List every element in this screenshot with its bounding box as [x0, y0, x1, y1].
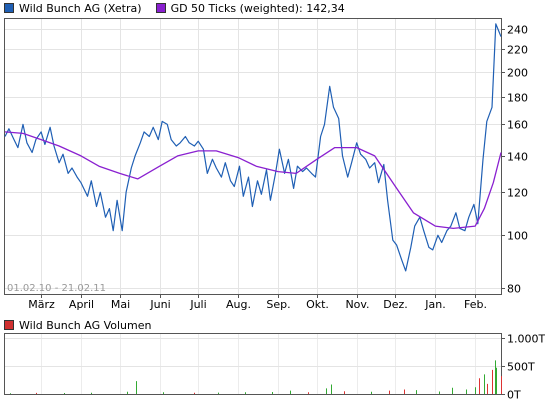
legend-label-volume: Wild Bunch AG Volumen	[19, 318, 152, 332]
x-tick-label: April	[69, 298, 94, 311]
price-y-tick-label: 140	[507, 151, 528, 164]
price-legend: Wild Bunch AG (Xetra) GD 50 Ticks (weigh…	[4, 1, 359, 15]
price-y-axis: 80 100 120 140 160 180 200 220 240	[501, 24, 528, 296]
price-y-tick-label: 160	[507, 119, 528, 132]
x-tick-label: Jan.	[424, 298, 445, 311]
legend-label-price: Wild Bunch AG (Xetra)	[19, 1, 142, 15]
volume-plot-frame	[4, 333, 502, 395]
x-tick-label: Juni	[149, 298, 170, 311]
volume-y-tick-label: 500T	[507, 361, 535, 374]
x-tick-label: Aug.	[226, 298, 251, 311]
x-tick-label: Feb.	[464, 298, 487, 311]
price-y-tick-label: 100	[507, 230, 528, 243]
x-tick-label: Nov.	[345, 298, 369, 311]
date-range-label: 01.02.10 - 21.02.11	[7, 283, 106, 294]
price-y-tick-label: 180	[507, 92, 528, 105]
price-y-tick-label: 200	[507, 67, 528, 80]
price-y-tick-label: 80	[507, 283, 521, 296]
legend-item-gd: GD 50 Ticks (weighted): 142,34	[155, 1, 345, 15]
x-tick-label: Sep.	[266, 298, 290, 311]
legend-swatch-gd	[155, 3, 166, 13]
volume-y-tick-label: 1.000T	[507, 333, 545, 346]
volume-y-axis: 0T 500T 1.000T	[501, 333, 545, 401]
gd-line	[4, 131, 502, 230]
legend-swatch-price	[4, 3, 14, 13]
legend-item-price: Wild Bunch AG (Xetra)	[4, 2, 142, 15]
volume-grid	[5, 334, 501, 395]
legend-item-volume: Wild Bunch AG Volumen	[4, 319, 151, 332]
price-y-tick-label: 220	[507, 44, 528, 57]
x-tick-label: Juli	[189, 298, 206, 311]
price-x-axis: März April Mai Juni Juli Aug. Sep. Okt. Nov. Dez.…	[28, 294, 487, 311]
x-tick-label: März	[28, 298, 55, 311]
price-series-group	[4, 23, 502, 272]
volume-bars-group	[10, 360, 502, 394]
volume-y-tick-label: 0T	[507, 389, 521, 401]
price-panel: 80 100 120 140 160 180 200 220 240 März April Mai J…	[4, 18, 528, 311]
volume-panel: 0T 500T 1.000T	[4, 333, 545, 401]
price-y-tick-label: 240	[507, 24, 528, 37]
price-grid	[5, 19, 501, 294]
volume-legend: Wild Bunch AG Volumen	[4, 318, 165, 332]
x-tick-label: Okt.	[306, 298, 329, 311]
x-tick-label: Mai	[111, 298, 130, 311]
legend-swatch-volume	[4, 320, 14, 330]
price-line	[4, 23, 502, 272]
price-y-tick-label: 120	[507, 187, 528, 200]
legend-label-gd: GD 50 Ticks (weighted): 142,34	[170, 1, 345, 15]
x-tick-label: Dez.	[383, 298, 408, 311]
